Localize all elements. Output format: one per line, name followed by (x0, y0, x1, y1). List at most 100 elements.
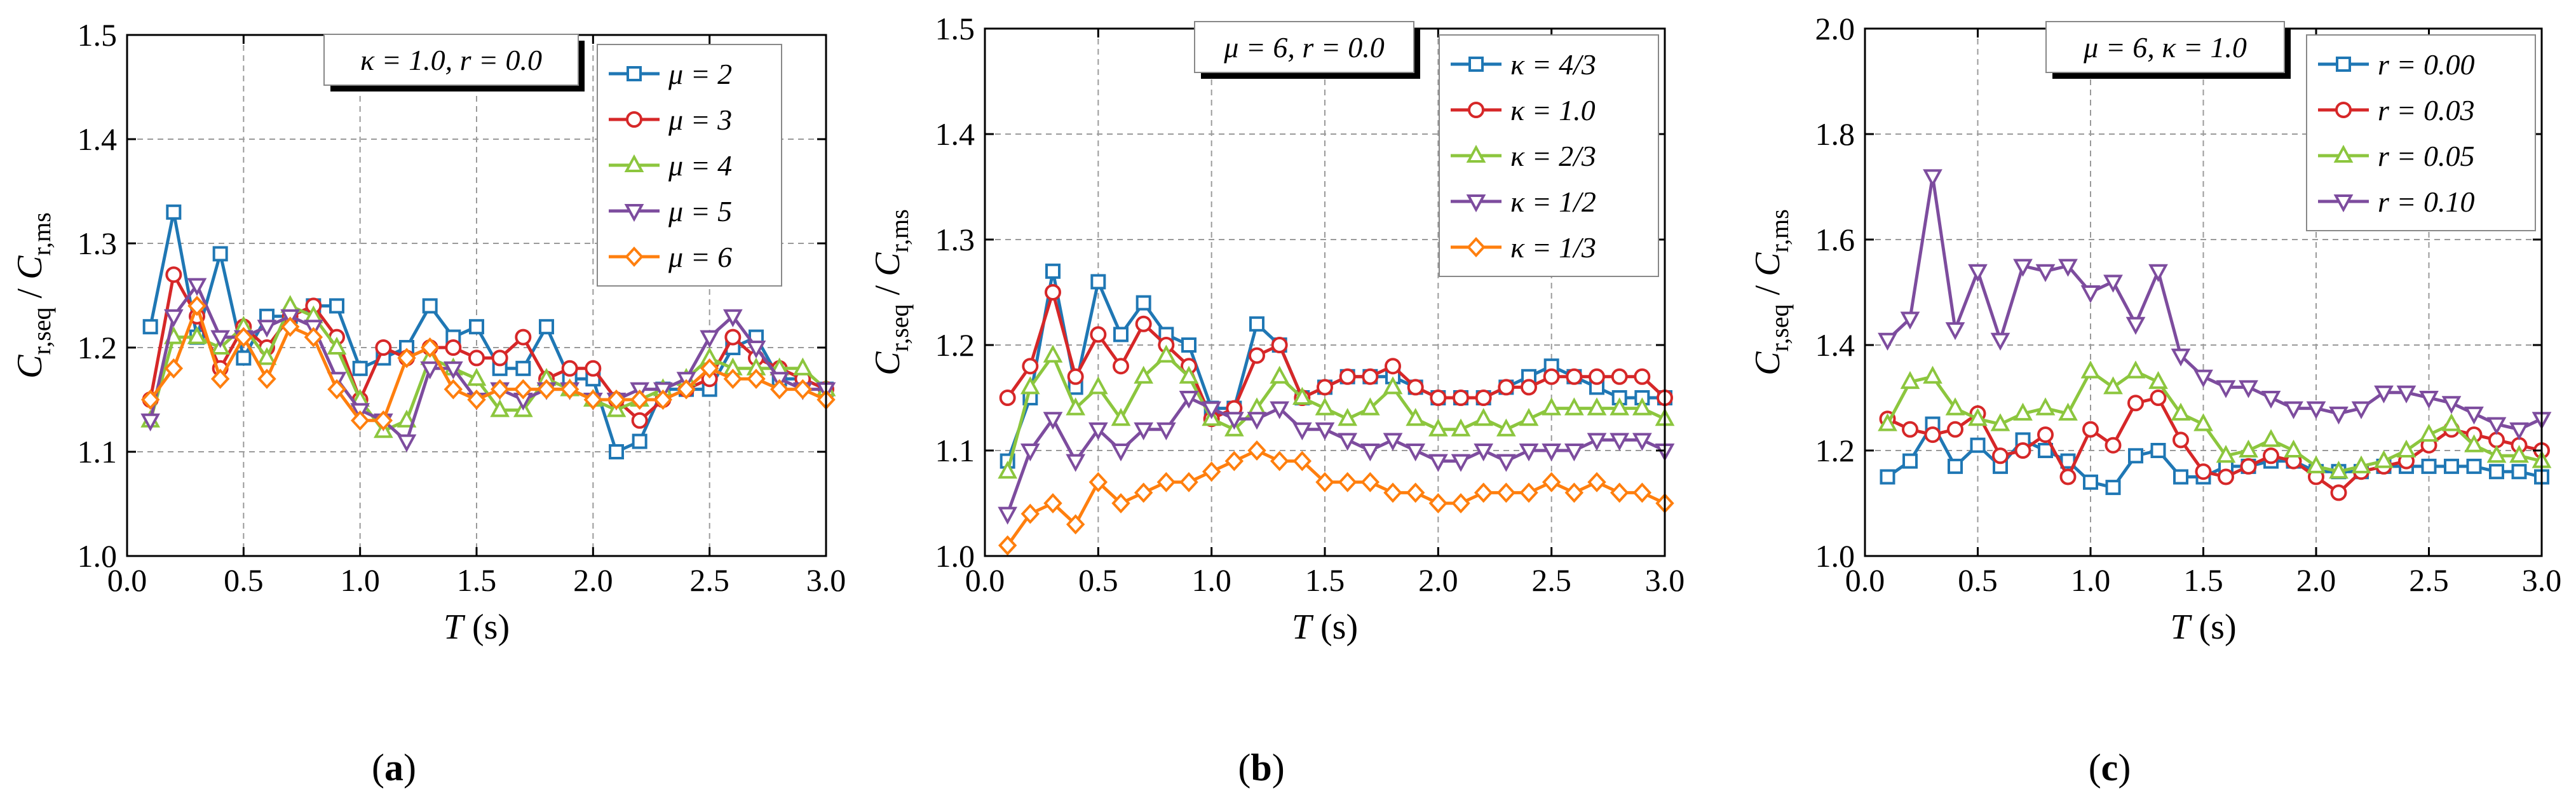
data-point (2171, 402, 2191, 421)
x-tick-label: 1.5 (457, 562, 497, 598)
series-4 (1878, 169, 2552, 440)
y-axis-title: Cr,seq / Cr,ms (10, 212, 56, 379)
data-point (1902, 421, 1918, 438)
data-point (397, 348, 416, 369)
data-point (1383, 433, 1403, 451)
data-point (2239, 439, 2258, 458)
data-point (280, 316, 300, 337)
data-point (1634, 368, 1651, 385)
x-tick-label: 2.0 (2296, 562, 2336, 598)
data-point (1923, 365, 1942, 384)
data-point (1587, 433, 1607, 451)
legend-marker (2333, 144, 2354, 163)
data-point (2058, 402, 2078, 421)
legend-marker (626, 111, 642, 128)
data-point (1610, 397, 1630, 416)
data-point (469, 319, 484, 335)
series-3 (998, 344, 1675, 479)
data-point (2419, 423, 2439, 442)
x-tick-label: 1.0 (1191, 562, 1231, 598)
legend-entry: μ = 4 (609, 149, 732, 182)
data-point (468, 349, 485, 367)
data-point (1292, 451, 1312, 471)
data-point (2035, 397, 2056, 416)
y-tick-label: 1.8 (1815, 116, 1855, 152)
legend-label: r = 0.00 (2378, 48, 2474, 81)
y-tick-label: 1.0 (935, 538, 975, 574)
data-point (513, 379, 533, 400)
legend-entry: μ = 5 (609, 195, 732, 227)
data-point (2193, 413, 2213, 431)
data-point (1066, 397, 1086, 416)
legend-entry: μ = 2 (609, 58, 732, 90)
data-point (1090, 274, 1106, 290)
data-point (653, 390, 673, 410)
data-point (2105, 480, 2121, 496)
legend-entry: κ = 4/3 (1451, 48, 1596, 81)
data-point (1430, 390, 1447, 406)
data-point (1383, 376, 1403, 395)
data-point (2261, 391, 2281, 409)
y-tick-label: 1.1 (935, 433, 975, 468)
data-point (585, 360, 602, 377)
data-point (445, 339, 462, 356)
data-point (724, 329, 742, 346)
data-point (444, 379, 463, 400)
data-point (1542, 471, 1561, 492)
data-point (1451, 493, 1470, 513)
data-point (2441, 396, 2462, 414)
data-point (1292, 386, 1312, 405)
y-axis-title: Cr,seq / Cr,ms (1748, 209, 1794, 376)
data-point (1970, 437, 1986, 453)
data-point (2103, 274, 2123, 293)
data-point (1315, 471, 1334, 492)
y-tick-label: 1.0 (1815, 538, 1855, 574)
data-point (2240, 458, 2257, 475)
x-axis-title: T (s) (444, 607, 510, 647)
data-point (210, 369, 230, 390)
data-point (491, 349, 508, 367)
data-point (998, 506, 1018, 525)
data-point (1179, 391, 1199, 409)
x-tick-label: 2.5 (689, 562, 729, 598)
data-point (304, 327, 323, 348)
x-tick-label: 1.5 (1305, 562, 1345, 598)
data-point (1224, 451, 1244, 471)
data-point (1113, 358, 1129, 375)
data-point (2013, 402, 2033, 421)
data-point (2038, 443, 2053, 458)
data-point (747, 369, 766, 390)
data-point (2444, 458, 2459, 474)
annotation-text: κ = 1.0, r = 0.0 (360, 44, 542, 76)
data-point (1135, 315, 1152, 332)
data-point (1247, 440, 1266, 461)
data-point (142, 319, 158, 335)
y-tick-label: 1.4 (78, 121, 118, 157)
legend-entry: μ = 3 (609, 104, 732, 136)
annotation-text: μ = 6, κ = 1.0 (2083, 31, 2247, 64)
annotation-box (1194, 21, 1414, 73)
data-point (700, 330, 720, 348)
data-point (1428, 493, 1448, 513)
data-point (1406, 444, 1426, 462)
legend-marker (2336, 57, 2351, 72)
data-point (422, 298, 438, 314)
data-point (2489, 464, 2504, 480)
data-point (1990, 332, 2010, 351)
data-point (1360, 397, 1380, 416)
data-point (1134, 422, 1154, 440)
data-point (1202, 461, 1221, 482)
data-point (2125, 316, 2146, 335)
data-point (2035, 264, 2056, 282)
data-point (187, 326, 207, 344)
data-point (164, 358, 184, 379)
legend-entry: r = 0.10 (2318, 186, 2474, 218)
data-point (1292, 422, 1312, 440)
data-point (1249, 316, 1264, 332)
y-tick-label: 1.5 (935, 11, 975, 46)
series-2 (1879, 390, 2550, 501)
x-axis-title: T (s) (1292, 607, 1358, 647)
data-point (632, 433, 647, 449)
data-point (2374, 385, 2394, 403)
y-tick-label: 1.6 (1815, 222, 1855, 257)
